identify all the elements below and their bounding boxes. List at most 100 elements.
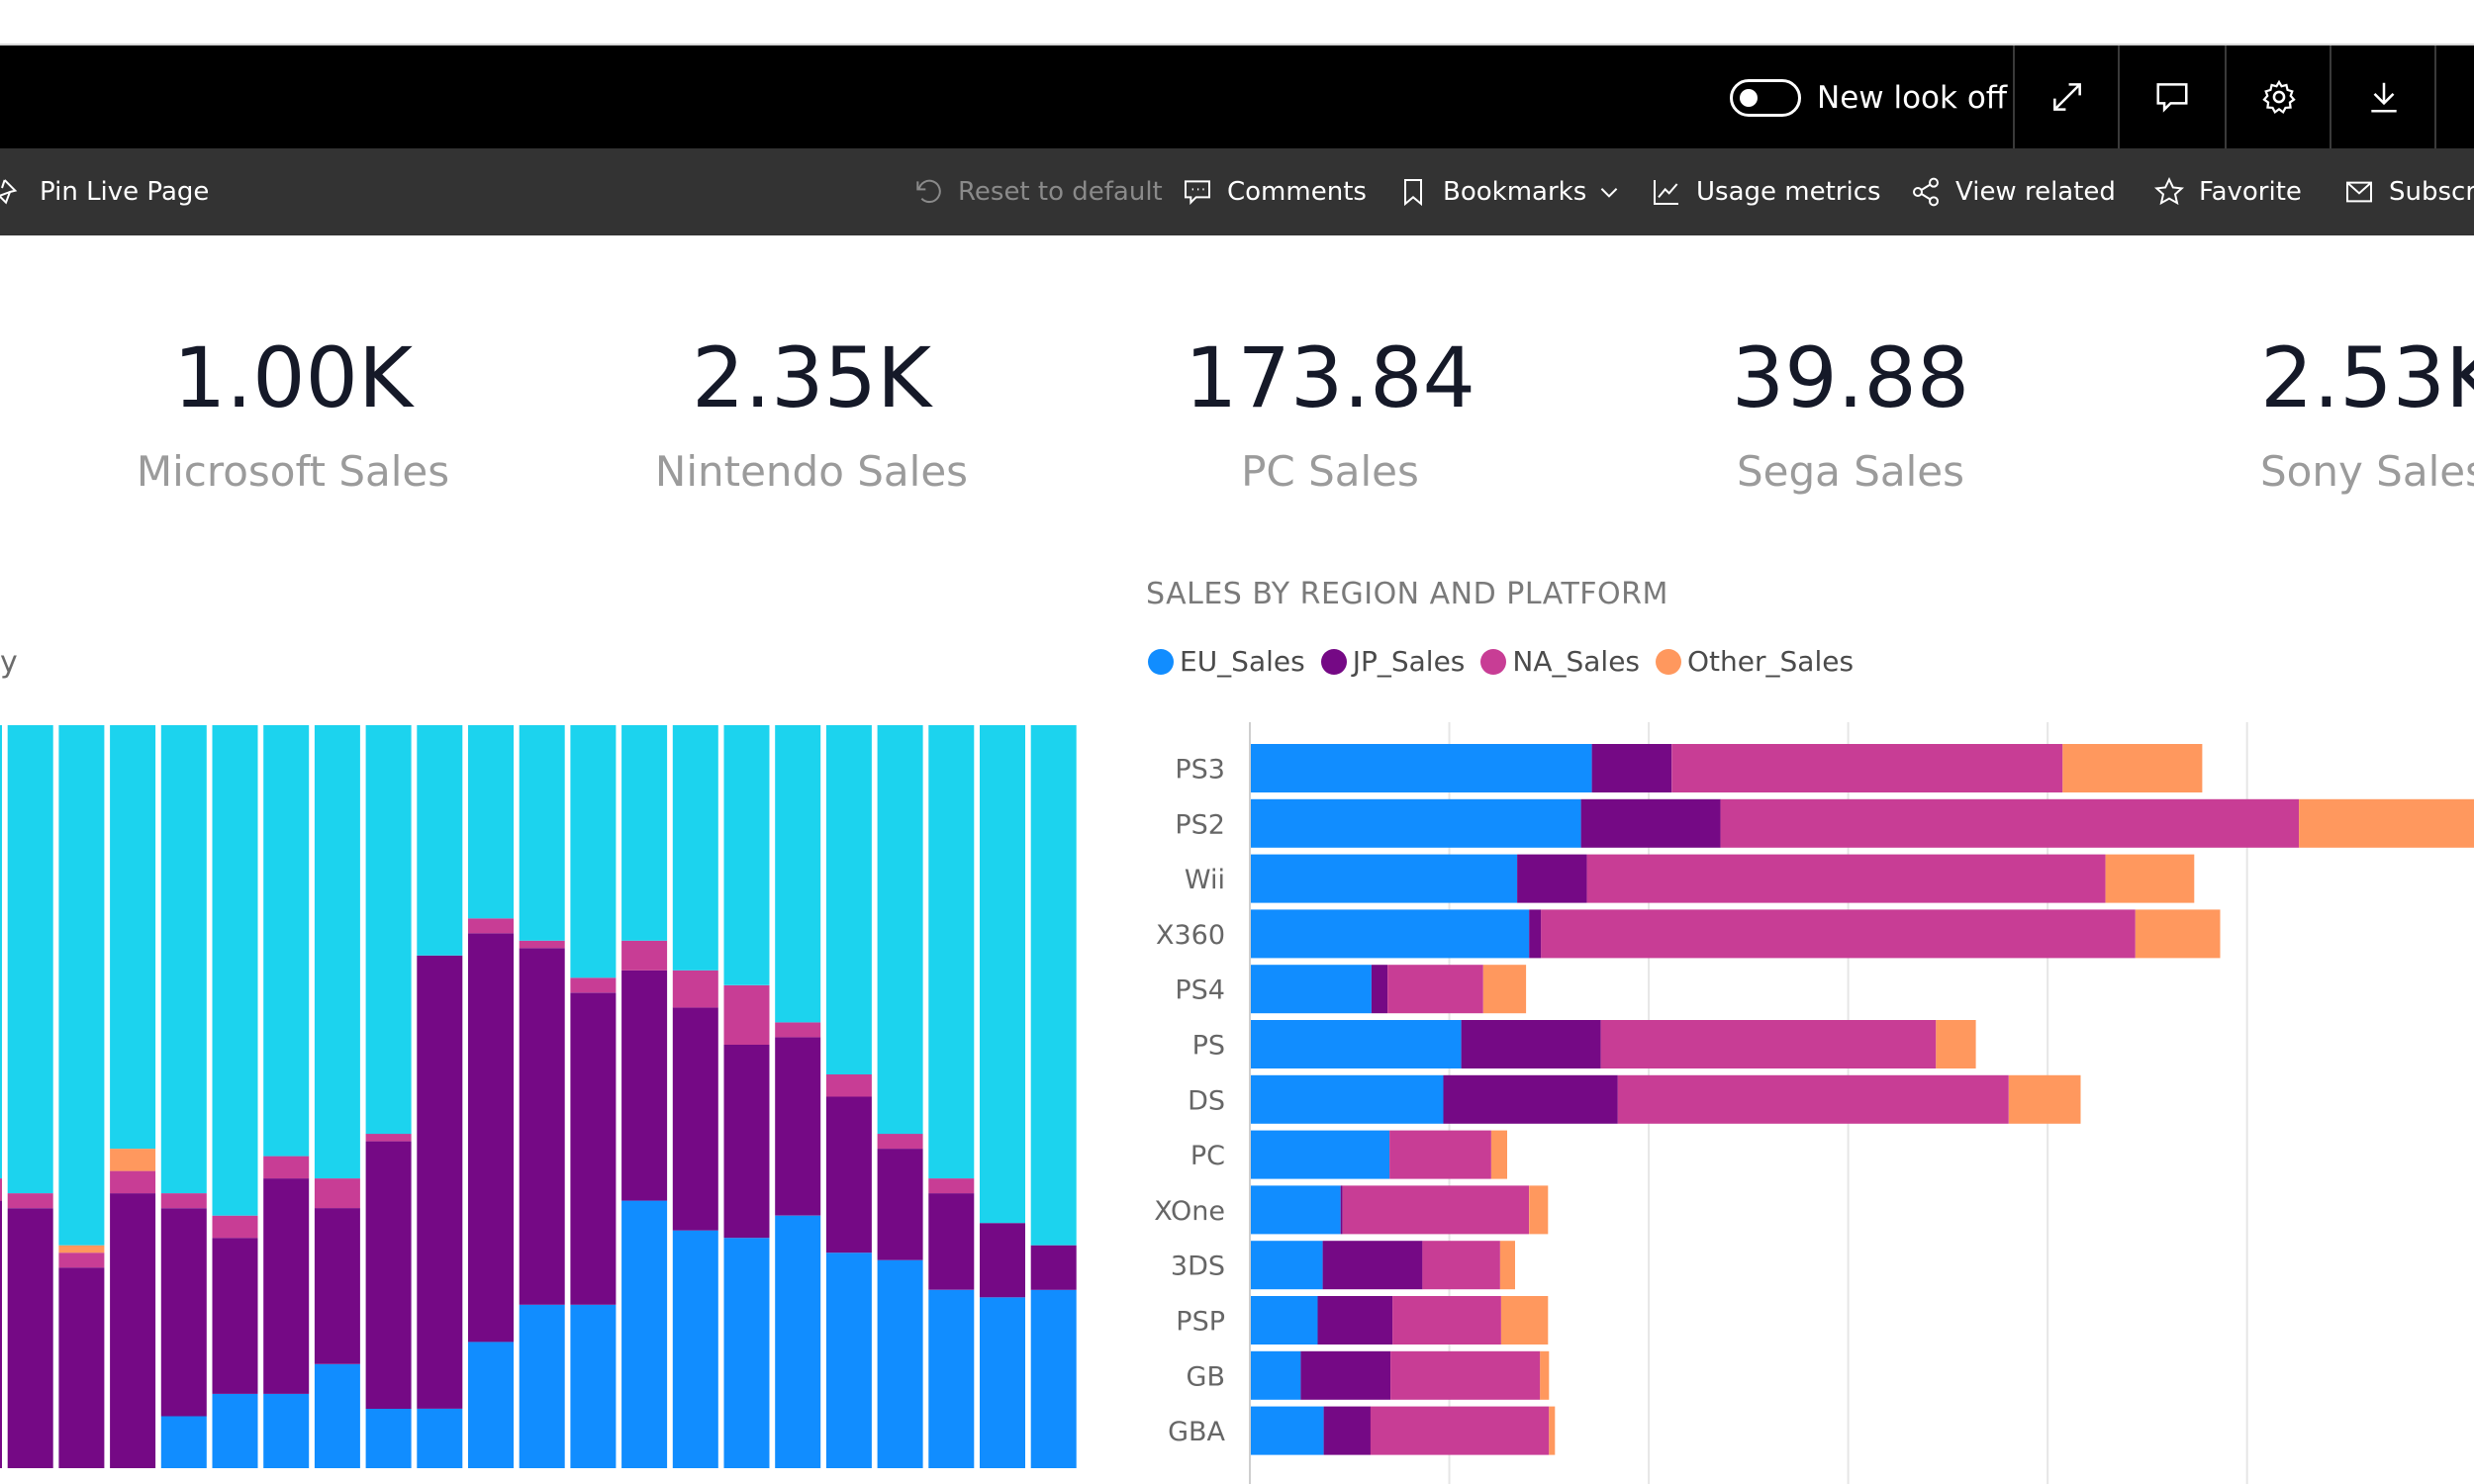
column-segment-eu[interactable] [877,1259,923,1468]
column-segment-na[interactable] [519,940,565,949]
column-segment-jp[interactable] [672,1007,718,1231]
column-segment-jp[interactable] [723,1044,770,1239]
bar-segment-jp[interactable] [1443,1074,1618,1124]
column-segment-rest[interactable] [263,725,310,1157]
column-segment-eu[interactable] [928,1289,975,1468]
column-segment-na[interactable] [58,1252,105,1268]
column-segment-eu[interactable] [1030,1289,1077,1468]
bar-segment-eu[interactable] [1250,854,1518,903]
column-segment-rest[interactable] [980,725,1025,1224]
bar-segment-jp[interactable] [1591,744,1672,792]
column-segment-rest[interactable] [160,725,207,1194]
column-segment-rest[interactable] [672,725,718,971]
column-segment-jp[interactable] [570,992,617,1305]
pin-live-page-button[interactable]: Pin Live Page [0,148,209,235]
column-segment-rest[interactable] [365,725,412,1135]
favorite-button[interactable]: Favorite [2153,148,2302,235]
column-segment-rest[interactable] [775,725,821,1023]
bar-segment-jp[interactable] [1340,1185,1343,1235]
column-segment-eu[interactable] [263,1393,310,1468]
bar-segment-na[interactable] [1617,1074,2009,1124]
bar-segment-na[interactable] [1389,1130,1491,1179]
column-segment-rest[interactable] [58,725,105,1246]
column-segment-eu[interactable] [980,1297,1025,1468]
bar-segment-eu[interactable] [1250,965,1372,1014]
bar-segment-eu[interactable] [1250,1350,1301,1400]
column-segment-eu[interactable] [723,1238,770,1468]
column-segment-na[interactable] [570,977,617,993]
column-segment-other[interactable] [58,1245,105,1253]
column-segment-na[interactable] [775,1022,821,1038]
comments-button[interactable]: Comments [1182,148,1367,235]
column-segment-na[interactable] [0,1178,2,1201]
column-segment-jp[interactable] [980,1223,1025,1298]
toggle-switch[interactable] [1730,79,1801,117]
bar-segment-jp[interactable] [1300,1350,1391,1400]
bar-segment-jp[interactable] [1517,854,1587,903]
column-segment-na[interactable] [621,940,668,971]
bar-segment-other[interactable] [1490,1130,1507,1179]
column-segment-jp[interactable] [877,1149,923,1260]
column-segment-eu[interactable] [417,1408,463,1468]
column-segment-rest[interactable] [621,725,668,941]
kpi-card-nintendo[interactable]: 2.35K Nintendo Sales [604,336,1019,496]
bar-segment-jp[interactable] [1317,1296,1393,1345]
bar-segment-other[interactable] [1936,1020,1976,1068]
column-segment-na[interactable] [212,1215,258,1239]
bar-segment-na[interactable] [1671,744,2063,792]
legend-item-eu[interactable]: EU_Sales [1148,645,1305,678]
bar-segment-eu[interactable] [1250,1241,1323,1290]
bar-segment-other[interactable] [1549,1406,1556,1455]
bar-segment-other[interactable] [1500,1296,1549,1345]
bar-segment-eu[interactable] [1250,798,1581,848]
column-segment-rest[interactable] [928,725,975,1179]
column-segment-rest[interactable] [417,725,463,956]
legend-item-other[interactable]: Other_Sales [1656,645,1854,678]
bar-segment-na[interactable] [1390,1350,1541,1400]
column-segment-rest[interactable] [723,725,770,985]
column-segment-eu[interactable] [775,1215,821,1468]
bar-segment-na[interactable] [1342,1185,1530,1235]
bar-segment-na[interactable] [1370,1406,1550,1455]
column-segment-eu[interactable] [314,1363,360,1468]
column-segment-rest[interactable] [0,725,2,1179]
column-segment-jp[interactable] [263,1178,310,1394]
column-segment-rest[interactable] [7,725,53,1194]
kpi-card-pc[interactable]: 173.84 PC Sales [1122,336,1538,496]
column-segment-rest[interactable] [825,725,872,1074]
column-segment-na[interactable] [263,1156,310,1179]
bar-segment-eu[interactable] [1250,1296,1318,1345]
bar-segment-eu[interactable] [1250,1185,1341,1235]
column-segment-eu[interactable] [212,1393,258,1468]
download-button[interactable] [2330,46,2436,148]
column-segment-rest[interactable] [468,725,514,919]
new-look-toggle[interactable]: New look off [1730,77,2007,119]
column-segment-jp[interactable] [468,933,514,1343]
column-segment-other[interactable] [110,1149,156,1171]
column-segment-rest[interactable] [570,725,617,978]
column-segment-rest[interactable] [877,725,923,1135]
bar-segment-jp[interactable] [1322,1241,1423,1290]
bar-segment-eu[interactable] [1250,1130,1390,1179]
column-segment-eu[interactable] [570,1304,617,1468]
legend-item-jp[interactable]: JP_Sales [1320,645,1465,678]
bar-segment-jp[interactable] [1371,965,1387,1014]
bar-segment-other[interactable] [1540,1350,1550,1400]
bar-segment-na[interactable] [1586,854,2106,903]
column-segment-na[interactable] [7,1193,53,1209]
bar-segment-other[interactable] [2299,798,2474,848]
column-segment-eu[interactable] [672,1230,718,1468]
column-segment-rest[interactable] [212,725,258,1216]
column-segment-jp[interactable] [212,1238,258,1394]
column-segment-jp[interactable] [160,1208,207,1417]
column-segment-jp[interactable] [621,970,668,1201]
column-segment-eu[interactable] [468,1342,514,1468]
bar-segment-jp[interactable] [1461,1020,1601,1068]
bar-segment-jp[interactable] [1580,798,1721,848]
bar-segment-na[interactable] [1387,965,1483,1014]
more-button[interactable] [2434,46,2474,148]
bar-segment-na[interactable] [1600,1020,1937,1068]
column-segment-rest[interactable] [1030,725,1077,1246]
column-segment-jp[interactable] [1030,1245,1077,1290]
column-segment-jp[interactable] [417,955,463,1409]
